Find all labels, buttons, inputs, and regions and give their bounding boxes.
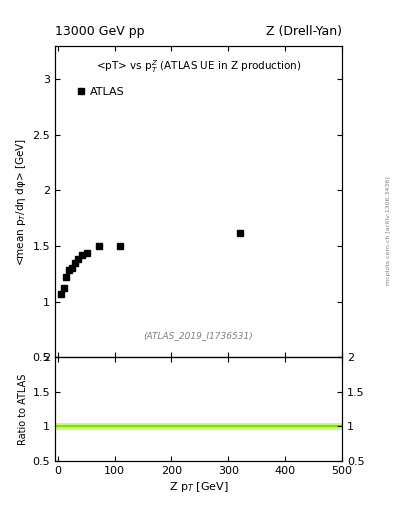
Legend: ATLAS: ATLAS — [72, 83, 129, 101]
ATLAS — [75, 257, 80, 263]
Y-axis label: Ratio to ATLAS: Ratio to ATLAS — [18, 373, 28, 444]
ATLAS — [118, 243, 123, 249]
Y-axis label: <mean p$_T$/dη dφ> [GeV]: <mean p$_T$/dη dφ> [GeV] — [14, 138, 28, 266]
ATLAS — [79, 252, 84, 258]
ATLAS — [237, 229, 242, 236]
ATLAS — [73, 260, 77, 266]
Line: ATLAS: ATLAS — [57, 229, 243, 297]
ATLAS — [85, 250, 90, 256]
ATLAS — [58, 291, 63, 297]
ATLAS — [96, 243, 101, 249]
ATLAS — [70, 265, 74, 271]
X-axis label: Z p$_T$ [GeV]: Z p$_T$ [GeV] — [169, 480, 228, 494]
ATLAS — [67, 267, 72, 273]
Text: 13000 GeV pp: 13000 GeV pp — [55, 26, 145, 38]
Text: (ATLAS_2019_I1736531): (ATLAS_2019_I1736531) — [143, 331, 253, 340]
Text: Z (Drell-Yan): Z (Drell-Yan) — [266, 26, 342, 38]
Text: <pT> vs p$_T^Z$ (ATLAS UE in Z production): <pT> vs p$_T^Z$ (ATLAS UE in Z productio… — [95, 58, 301, 75]
Text: mcplots.cern.ch [arXiv:1306.3436]: mcplots.cern.ch [arXiv:1306.3436] — [386, 176, 391, 285]
ATLAS — [64, 274, 69, 280]
ATLAS — [61, 285, 66, 291]
